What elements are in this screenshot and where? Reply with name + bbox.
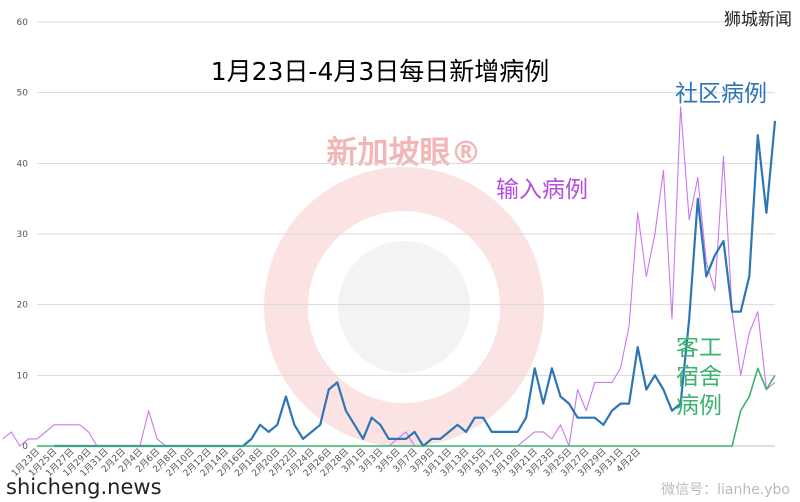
- label-dormitory-line: 宿舍: [676, 364, 722, 390]
- y-tick-label: 0: [22, 442, 28, 452]
- y-tick-label: 40: [17, 159, 29, 169]
- y-tick-label: 30: [17, 230, 29, 240]
- label-dormitory-line: 客工: [676, 335, 722, 361]
- watermark-wechat: 微信号：lianhe.ybo: [661, 482, 790, 498]
- series-line-2: [37, 367, 776, 447]
- label-dormitory-line: 病例: [676, 393, 722, 419]
- chart-title: 1月23日-4月3日每日新增病例: [211, 57, 550, 86]
- label-community: 社区病例: [675, 81, 767, 107]
- y-tick-label: 60: [17, 18, 29, 28]
- plot-area: [2, 106, 777, 448]
- watermark-logo-text: 新加坡眼®: [327, 135, 482, 171]
- y-tick-label: 50: [17, 89, 29, 99]
- watermark-site: shicheng.news: [6, 475, 162, 499]
- watermark-logo: 新加坡眼®: [264, 135, 544, 447]
- x-axis: 1月23日1月25日1月27日1月29日1月31日2月2日2月4日2月6日2月8…: [9, 446, 642, 479]
- label-imported: 输入病例: [496, 177, 588, 203]
- watermark-brand: 狮城新闻: [724, 10, 792, 30]
- y-tick-label: 10: [17, 371, 29, 381]
- y-tick-label: 20: [17, 301, 29, 311]
- y-axis: 0 10 20 30 40 50 60: [17, 18, 29, 452]
